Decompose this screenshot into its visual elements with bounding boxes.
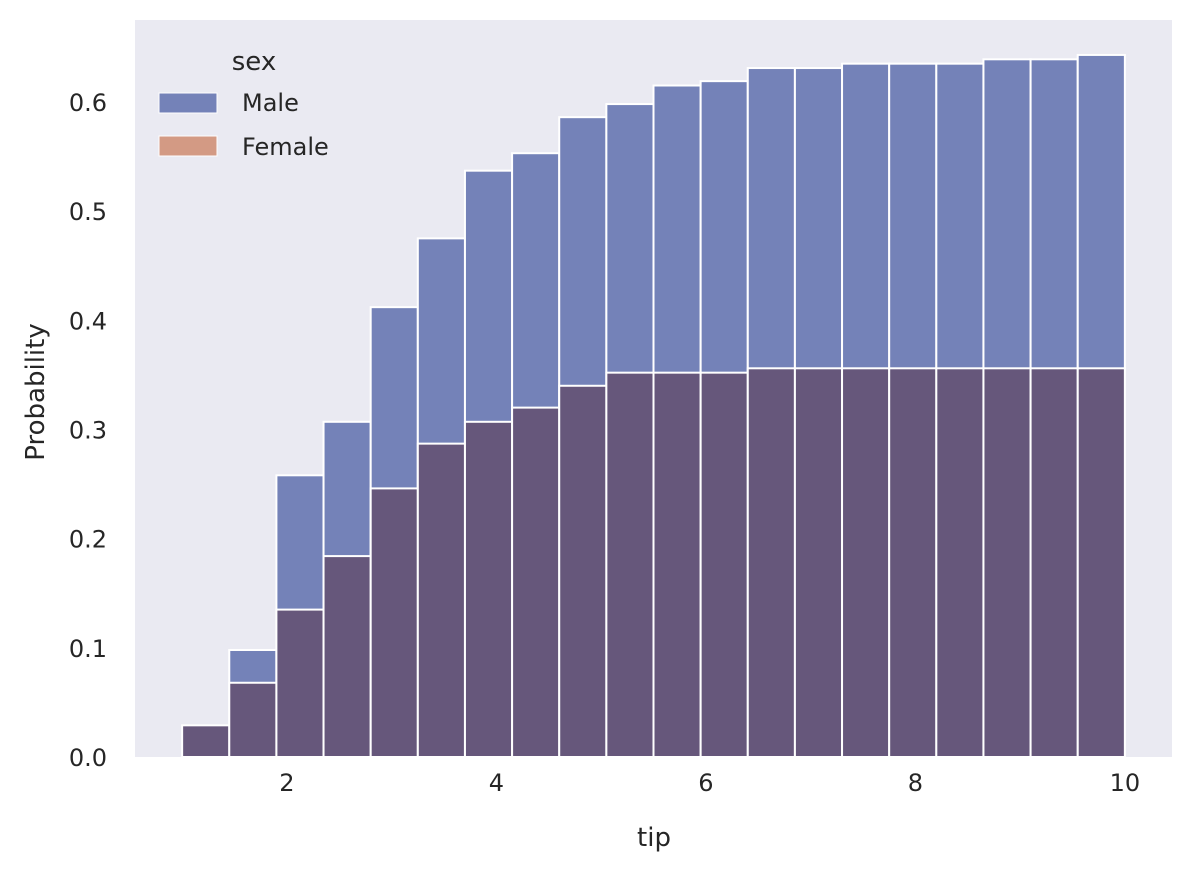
bar-female [228,681,278,759]
legend-label-female: Female [242,133,329,161]
bar-female [558,384,608,758]
bar-female [463,420,514,758]
bar-female [1029,367,1079,758]
x-tick-label: 6 [698,769,713,797]
bar-female [982,367,1032,758]
x-tick-label: 4 [489,769,504,797]
legend-swatch-female [158,135,218,157]
bars-layer [181,53,1126,759]
bar-female [793,367,844,758]
x-tick-label: 8 [908,769,923,797]
y-axis-ticks: 0.0 0.1 0.2 0.3 0.4 0.5 0.6 [69,89,107,772]
y-tick-label: 0.6 [69,89,107,117]
y-tick-label: 0.0 [69,744,107,772]
bar-female [888,367,938,758]
legend-swatch-male [158,92,218,114]
bar-female [1076,367,1126,758]
x-axis-ticks: 2 4 6 8 10 [279,769,1140,797]
bar-female [275,608,325,758]
bar-female [746,367,796,758]
legend-title: sex [232,47,276,77]
y-tick-label: 0.4 [69,307,107,335]
y-axis-label: Probability [21,323,51,460]
bar-female [322,555,372,758]
y-tick-label: 0.5 [69,198,107,226]
y-tick-label: 0.2 [69,526,107,554]
bar-female [935,367,985,758]
y-tick-label: 0.1 [69,635,107,663]
bar-female [181,724,231,759]
x-tick-label: 10 [1110,769,1141,797]
bar-female [369,487,419,758]
bar-female [416,442,466,758]
bar-female [699,371,749,758]
legend: sex Male Female [158,47,329,161]
y-tick-label: 0.3 [69,416,107,444]
bar-female [841,367,891,758]
bar-female [652,371,702,758]
bar-female [605,371,655,758]
x-axis-label: tip [637,823,671,853]
bar-female [511,406,561,758]
x-tick-label: 2 [279,769,294,797]
legend-label-male: Male [242,89,299,117]
